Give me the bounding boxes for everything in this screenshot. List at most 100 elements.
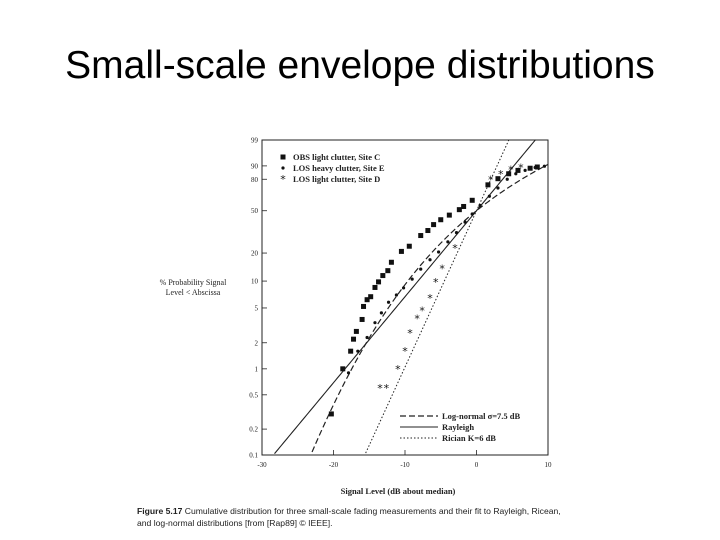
data-point-star: *	[439, 263, 445, 276]
slide-title: Small-scale envelope distributions	[65, 44, 655, 87]
data-point-dot	[346, 371, 351, 375]
data-point-star: *	[433, 276, 439, 289]
data-point-star: *	[427, 292, 433, 305]
fit-curve-dotted	[365, 140, 510, 454]
legend-marker-square	[280, 154, 286, 160]
y-tick-label: 5	[255, 304, 259, 312]
data-point-square	[431, 222, 437, 228]
legend-label-fit: Rayleigh	[442, 422, 474, 432]
fit-curve-solid	[274, 139, 536, 455]
data-point-dot	[419, 267, 423, 271]
data-point-square	[461, 203, 467, 209]
data-point-dot	[446, 240, 450, 244]
legend-label-fit: Log-normal σ=7.5 dB	[442, 411, 521, 421]
legend-marker-star: *	[280, 173, 286, 186]
data-point-square	[527, 165, 533, 171]
data-point-square	[376, 279, 382, 285]
data-point-square	[469, 197, 475, 203]
data-point-dot	[379, 311, 384, 315]
data-point-star: *	[518, 161, 524, 174]
y-tick-label: 20	[251, 250, 259, 258]
data-point-square	[364, 297, 370, 303]
data-point-star: *	[419, 304, 425, 317]
legend-label-series: LOS heavy clutter, Site E	[293, 163, 385, 173]
figure-caption-text: Cumulative distribution for three small-…	[137, 506, 561, 528]
data-point-dot	[514, 172, 518, 176]
data-point-star: *	[414, 312, 420, 325]
data-point-square	[446, 212, 452, 218]
data-point-star: *	[402, 345, 408, 358]
data-point-dot	[365, 335, 369, 340]
data-point-square	[351, 336, 357, 342]
data-points: * *********** * * *	[328, 161, 547, 417]
data-point-dot	[373, 321, 377, 325]
data-point-dot	[428, 258, 432, 262]
data-point-square	[340, 366, 346, 372]
data-point-dot	[410, 277, 414, 281]
data-point-square	[385, 268, 391, 274]
figure-caption-label: Figure 5.17	[137, 506, 183, 516]
data-point-square	[328, 411, 334, 417]
x-tick-label: -20	[329, 461, 339, 469]
legend-label-series: LOS light clutter, Site D	[293, 174, 380, 184]
data-point-square	[368, 294, 374, 300]
data-point-square	[361, 303, 367, 309]
data-point-square	[456, 207, 462, 213]
data-point-star: *	[508, 164, 514, 177]
data-point-square	[398, 248, 404, 254]
y-axis-label: % Probability Signal Level < Abscissa	[159, 278, 227, 297]
data-point-star: *	[395, 363, 401, 376]
y-tick-label: 50	[251, 207, 259, 215]
data-point-star: *	[407, 327, 413, 340]
data-point-dot	[523, 168, 527, 173]
y-tick-label: 90	[251, 162, 259, 170]
y-tick-label: 0.1	[249, 452, 258, 460]
legend-label-series: OBS light clutter, Site C	[293, 152, 380, 162]
data-point-dot	[437, 250, 441, 254]
data-point-square	[418, 233, 424, 239]
data-point-square	[388, 259, 394, 265]
data-point-dot	[470, 212, 474, 216]
y-tick-label: 80	[251, 176, 259, 184]
data-point-dot	[505, 177, 509, 181]
chart-ticks: 0.1 0.2 0.5 1 2 5 10 20 50 80 90 99 -30 -20 -10 0 10	[249, 137, 552, 470]
x-tick-label: 0	[475, 461, 479, 469]
data-point-square	[372, 284, 378, 290]
data-point-star: *	[384, 382, 390, 395]
data-point-dot	[463, 220, 467, 224]
data-point-square	[438, 217, 444, 223]
fit-curve-dashed	[311, 163, 549, 453]
x-tick-label: -30	[257, 461, 267, 469]
data-point-square	[353, 328, 359, 334]
legend-marker-dot	[281, 166, 285, 170]
data-point-square	[406, 243, 412, 249]
data-point-dot	[487, 194, 491, 198]
y-tick-label: 2	[255, 339, 259, 347]
y-tick-label: 10	[251, 278, 259, 286]
figure: 0.1 0.2 0.5 1 2 5 10 20 50 80 90 99 -30 -20 -10 0 10 * * *…	[145, 128, 585, 503]
data-point-square	[425, 228, 431, 234]
x-tick-label: -10	[400, 461, 410, 469]
data-point-dot	[496, 186, 500, 190]
figure-caption: Figure 5.17 Cumulative distribution for …	[137, 505, 577, 529]
y-tick-label: 0.2	[249, 426, 258, 434]
y-tick-label: 99	[251, 137, 259, 145]
data-point-square	[485, 182, 491, 188]
data-point-dot	[356, 349, 360, 353]
fit-curves	[274, 139, 549, 455]
data-point-dot	[386, 300, 391, 304]
data-point-square	[359, 316, 365, 322]
y-tick-label: 0.5	[249, 391, 258, 399]
data-point-star: *	[498, 168, 504, 181]
data-point-star: *	[377, 382, 383, 395]
data-point-square	[348, 348, 354, 354]
data-point-dot	[394, 293, 399, 297]
x-axis-label: Signal Level (dB about median)	[340, 486, 456, 496]
data-point-dot	[478, 203, 482, 208]
data-point-square	[380, 273, 386, 279]
data-point-star: *	[488, 173, 494, 186]
data-point-star: *	[452, 242, 458, 255]
